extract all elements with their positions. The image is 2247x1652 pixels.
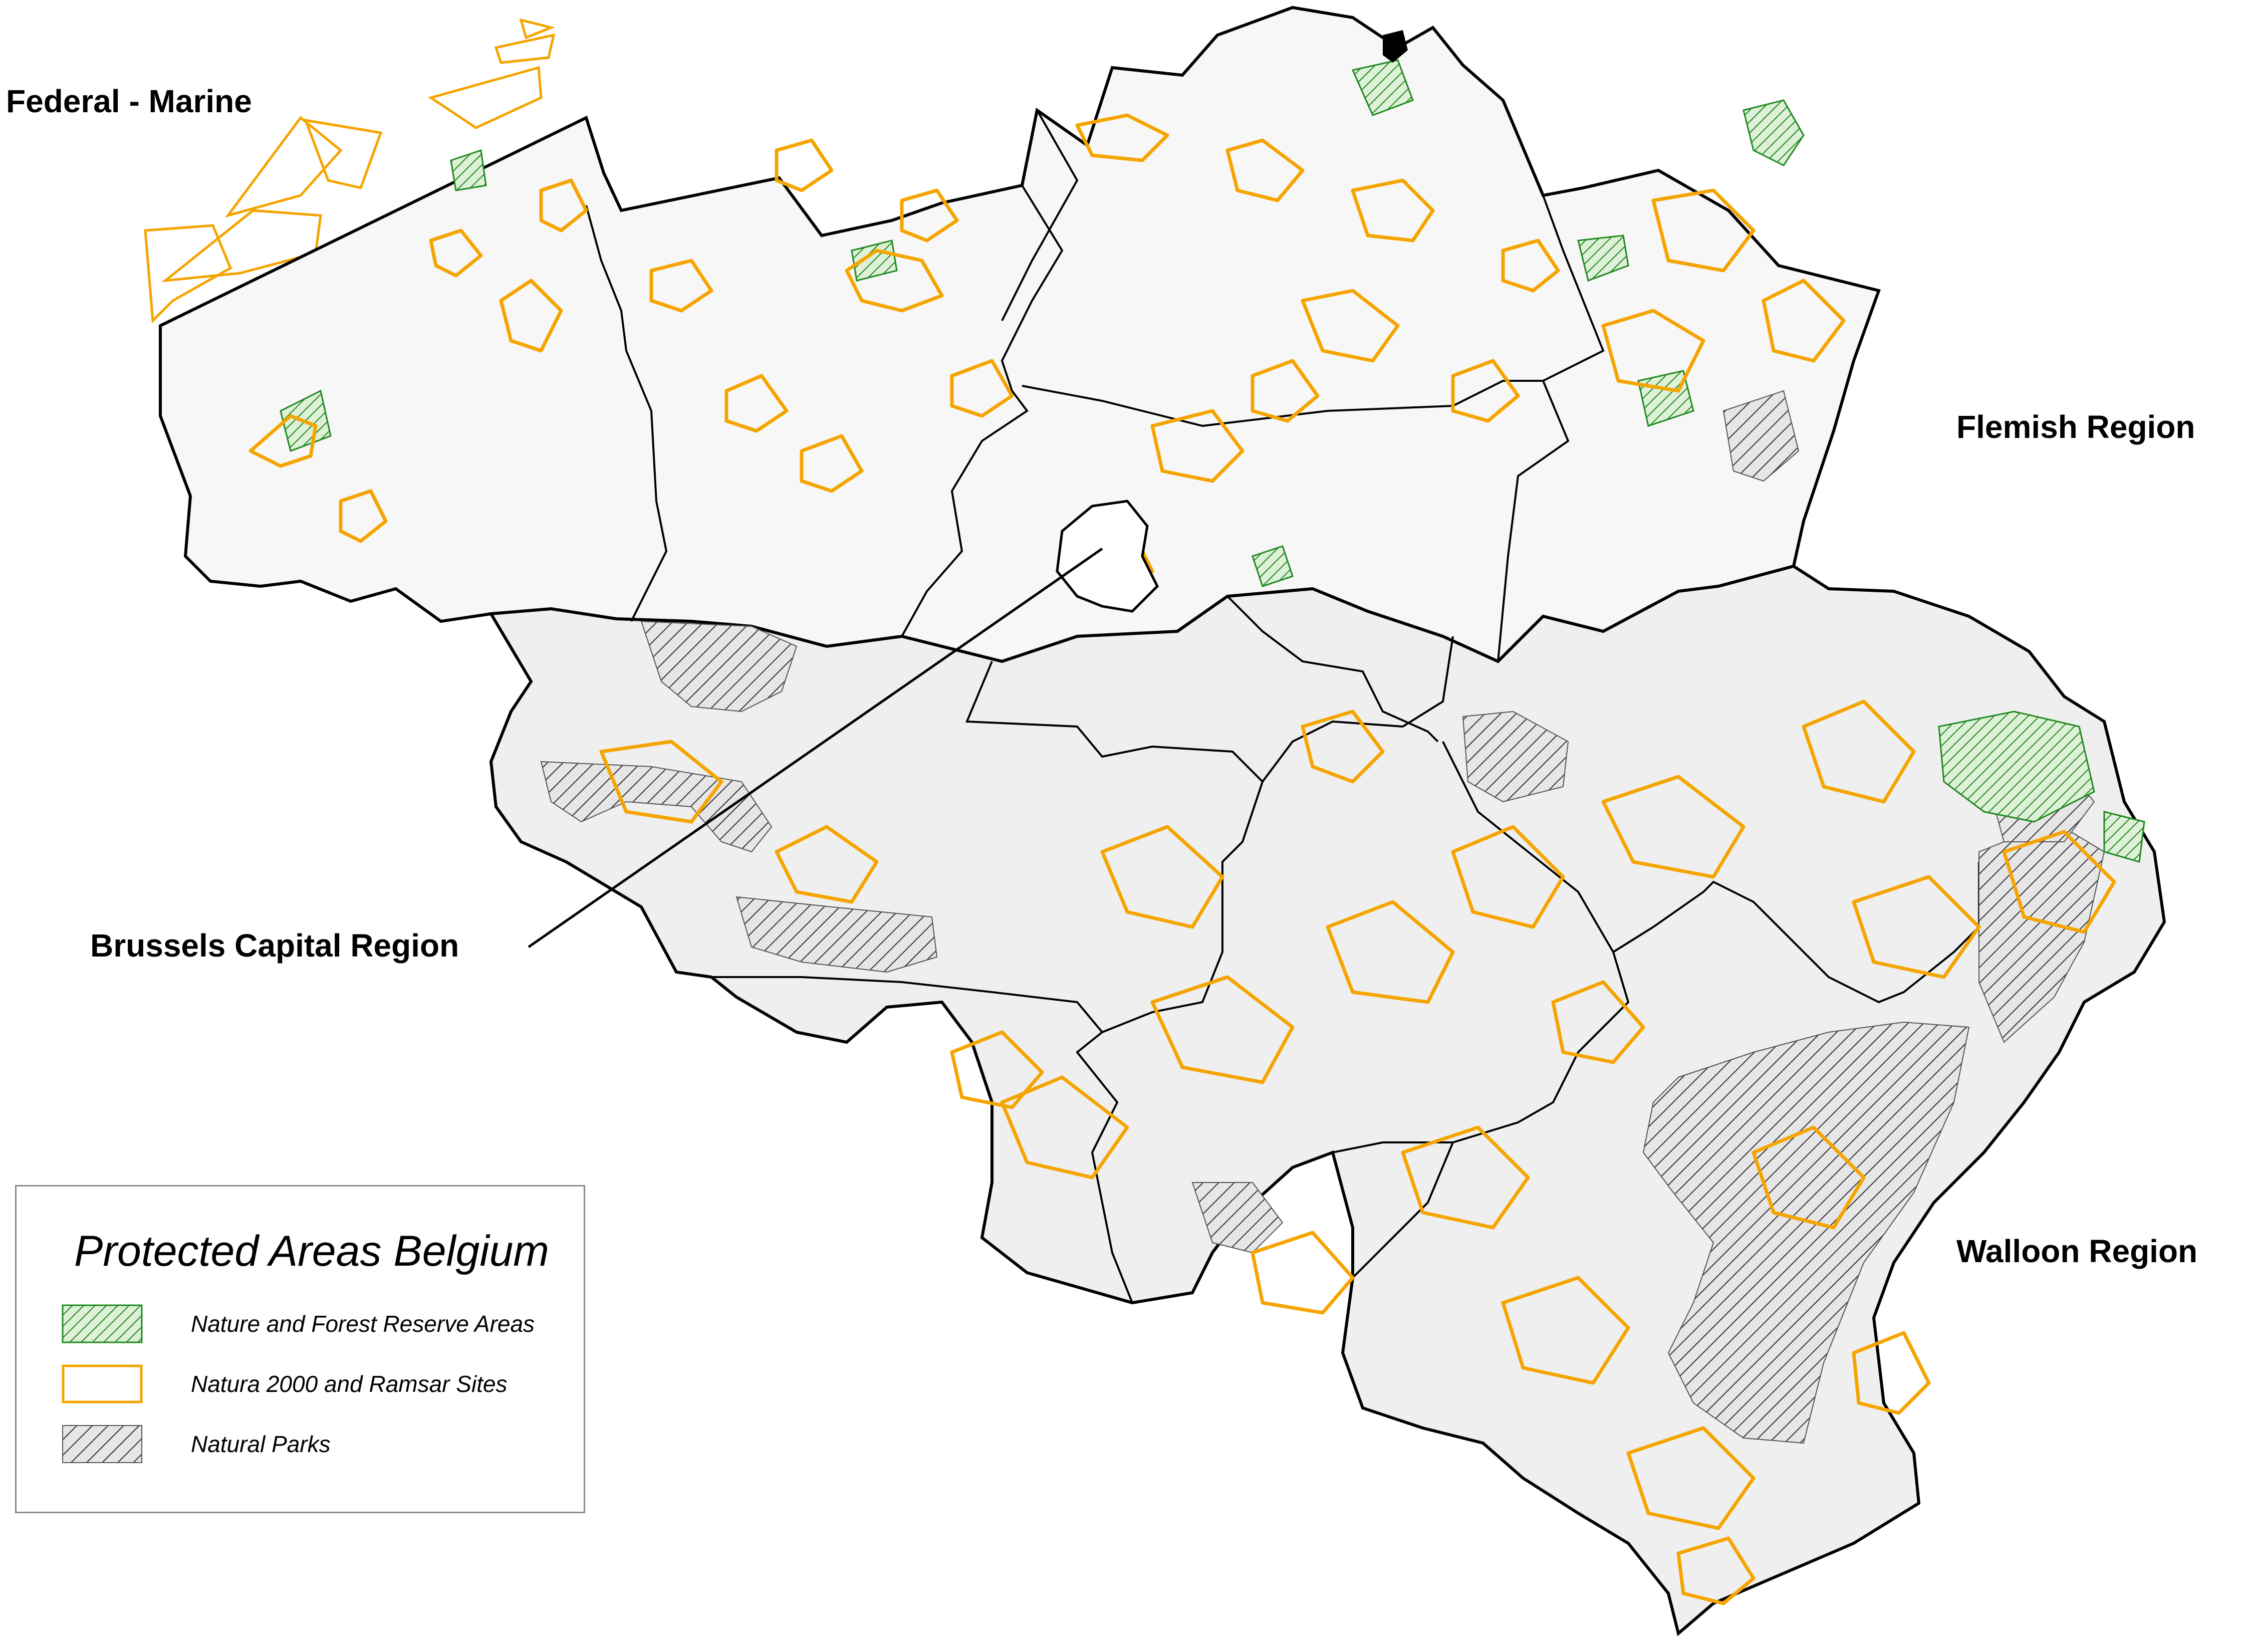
brussels-leader-line [528,547,1103,949]
orange-outline-swatch-icon [62,1364,143,1403]
legend-label-natura-2000: Natura 2000 and Ramsar Sites [191,1371,508,1397]
brussels-capital-region-label: Brussels Capital Region [90,927,459,964]
border-enclave-blob [1383,30,1408,63]
green-hatch-swatch-icon [62,1304,143,1343]
legend-title: Protected Areas Belgium [74,1227,550,1275]
flemish-region-label: Flemish Region [1956,409,2195,445]
legend-box: Protected Areas Belgium Nature and Fores… [15,1185,585,1513]
legend-label-natural-parks: Natural Parks [191,1431,331,1457]
black-hatch-swatch-icon [62,1425,142,1463]
legend-item-nature-reserves: Nature and Forest Reserve Areas [62,1304,563,1344]
natural-parks [540,390,2105,1444]
legend-label-nature-reserves: Nature and Forest Reserve Areas [191,1311,535,1337]
walloon-region-label: Walloon Region [1956,1233,2198,1269]
federal-marine-label: Federal - Marine [6,83,252,119]
legend-item-natura-2000: Natura 2000 and Ramsar Sites [62,1364,563,1404]
legend-item-natural-parks: Natural Parks [62,1425,563,1465]
province-boundaries [585,110,1980,1303]
flemish-region [159,6,1881,663]
brussels-capital-region [1056,500,1159,613]
